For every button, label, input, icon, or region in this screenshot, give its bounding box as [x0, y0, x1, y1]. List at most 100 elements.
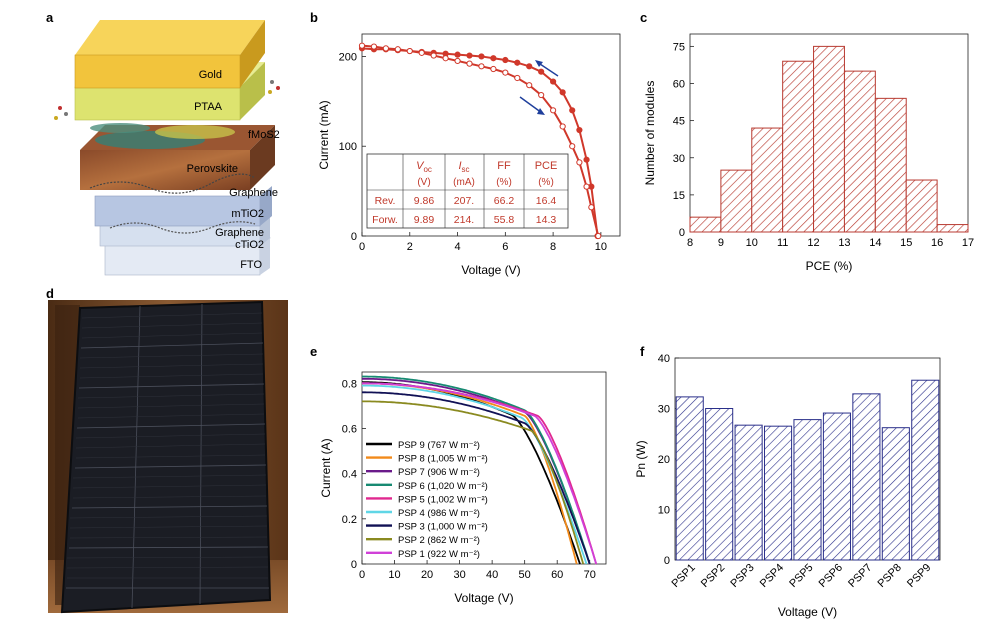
iv-point-forw — [442, 55, 449, 62]
graphene-sheet-upper — [89, 173, 256, 194]
table-row-label-rev: Rev. — [375, 195, 396, 207]
histogram-bar — [782, 60, 815, 233]
perovskite-side — [250, 125, 275, 190]
layer-label-gold: Gold — [199, 69, 222, 81]
layer-label-ptaa: PTAA — [194, 101, 223, 113]
axes-frame — [361, 371, 607, 565]
iv-point-forw — [502, 69, 509, 76]
legend-label: PSP 5 (1,002 W m⁻²) — [398, 494, 488, 505]
iv-point-forw — [559, 123, 566, 130]
iv-point-forw — [583, 183, 590, 190]
solar-module-photo — [48, 300, 288, 614]
fmos2-flakes — [90, 123, 235, 149]
x-tick-label: 16 — [931, 237, 943, 249]
power-bar — [705, 408, 734, 561]
x-tick-label: 10 — [746, 237, 758, 249]
x-category-label: PSP7 — [846, 562, 874, 590]
layer-label-mtio2: mTiO2 — [231, 208, 264, 220]
gold-top — [75, 20, 265, 55]
x-category-label: PSP4 — [758, 562, 786, 590]
mtio2-side — [260, 186, 272, 226]
y-axis-label: Current (mA) — [317, 100, 331, 169]
iv-point-rev — [569, 107, 576, 114]
x-tick-label: 0 — [359, 569, 365, 581]
device-stack-illustration: Gold PTAA fMoS2 Perovskite Graphene mTiO… — [54, 20, 280, 276]
table-cell-rev-ff: 66.2 — [494, 195, 515, 207]
y-tick-label: 0 — [664, 555, 670, 567]
x-tick-label: 12 — [807, 237, 819, 249]
iv-point-forw — [514, 74, 521, 82]
x-tick-label: 70 — [584, 569, 596, 581]
iv-point-forw — [550, 107, 557, 114]
iv-point-forw — [478, 63, 485, 70]
power-bar — [881, 427, 910, 561]
y-tick-label: 30 — [673, 153, 685, 165]
power-bar — [852, 393, 881, 561]
iv-point-forw — [454, 57, 461, 65]
x-tick-label: 20 — [421, 569, 433, 581]
arrow-reverse-scan-head — [535, 60, 543, 67]
x-tick-label: 11 — [777, 237, 788, 249]
panel-letter-e: e — [310, 344, 317, 359]
x-category-label: PSP5 — [787, 562, 815, 590]
x-axis-label: PCE (%) — [806, 259, 853, 273]
power-bar — [822, 412, 851, 561]
table-unit-pce: (%) — [538, 177, 554, 188]
histogram-bar — [751, 127, 784, 233]
panel-letter-c: c — [640, 10, 647, 25]
x-axis-label: Voltage (V) — [778, 605, 837, 619]
legend-label: PSP 8 (1,005 W m⁻²) — [398, 454, 488, 465]
panel-e-field-iv-curves: 0 10 20 30 40 50 60 70 0 0.2 0.4 0.6 0.8 Voltage (V) C… — [319, 371, 607, 605]
y-tick-label: 40 — [658, 353, 670, 365]
graphene-sheet-lower — [109, 221, 256, 234]
y-tick-label: 0 — [679, 227, 685, 239]
iv-point-forw — [588, 204, 595, 211]
table-unit-voc: (V) — [417, 177, 430, 188]
fto-side — [260, 238, 270, 275]
iv-point-forw — [569, 143, 576, 150]
layer-label-fmos2: fMoS2 — [248, 129, 280, 141]
x-tick-label: 8 — [550, 241, 556, 253]
arrow-forward-scan-head — [537, 108, 545, 115]
y-tick-label: 0 — [351, 231, 357, 243]
y-tick-label: 0.2 — [342, 514, 357, 526]
scan-direction-arrows — [519, 60, 559, 115]
x-tick-label: 60 — [551, 569, 563, 581]
mtio2-layer — [94, 195, 261, 227]
power-bar — [911, 379, 940, 561]
y-tick-label: 0.4 — [342, 469, 357, 481]
iv-point-forw — [370, 43, 378, 50]
x-tick-label: 15 — [900, 237, 912, 249]
table-cell-forw-isc: 214. — [454, 214, 474, 226]
power-bar — [764, 425, 793, 561]
y-tick-label: 75 — [673, 41, 685, 53]
y-tick-label: 0 — [351, 559, 357, 571]
histogram-bar — [905, 179, 938, 233]
molecule-icons — [54, 80, 280, 120]
iv-point-forw — [538, 91, 545, 99]
layer-label-perovskite: Perovskite — [187, 163, 238, 175]
legend-label: PSP 6 (1,020 W m⁻²) — [398, 481, 488, 492]
iv-point-rev — [576, 126, 583, 134]
iv-point-rev — [514, 59, 521, 66]
y-tick-label: 15 — [673, 190, 685, 202]
x-category-label: PSP2 — [699, 562, 727, 590]
legend-label: PSP 7 (906 W m⁻²) — [398, 467, 480, 478]
iv-point-forw — [526, 82, 533, 89]
panel-letter-f: f — [640, 344, 645, 359]
legend-label: PSP 3 (1,000 W m⁻²) — [398, 522, 488, 533]
table-cell-forw-pce: 14.3 — [536, 214, 557, 226]
power-bar — [793, 419, 822, 561]
iv-point-forw — [576, 159, 583, 166]
layer-label-ctio2: cTiO2 — [235, 239, 264, 251]
power-bar — [675, 396, 704, 561]
layer-label-graphene-lower: Graphene — [215, 227, 264, 239]
y-tick-label: 0.6 — [342, 423, 357, 435]
histogram-bar — [689, 216, 722, 233]
legend-label: PSP 2 (862 W m⁻²) — [398, 535, 480, 546]
iv-point-rev — [454, 51, 461, 58]
panel-letter-d: d — [46, 286, 54, 301]
arrow-forward-scan — [519, 96, 543, 114]
